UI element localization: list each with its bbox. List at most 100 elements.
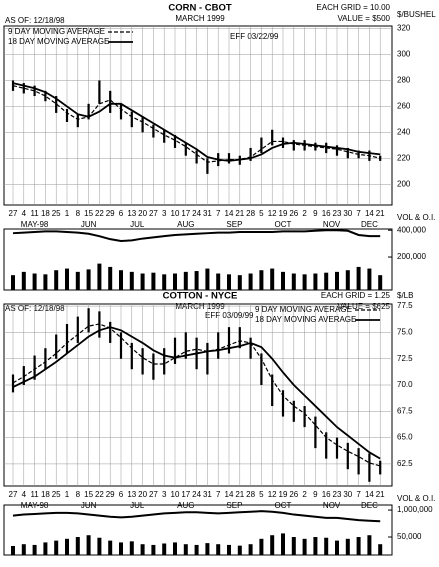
volume-bar [227,274,231,290]
month-label: DEC [361,501,378,510]
effective-date: EFF 03/09/99 [205,311,254,320]
x-tick-label: 6 [119,209,124,218]
x-tick-label: 16 [322,209,331,218]
volume-bar [324,537,329,555]
month-label: OCT [275,501,292,510]
x-tick-label: 27 [9,490,18,499]
grid-note: EACH GRID = 1.25 [321,291,391,300]
x-tick-label: 23 [333,209,342,218]
x-tick-label: 26 [289,490,298,499]
x-tick-label: 14 [225,209,234,218]
x-tick-label: 14 [365,490,374,499]
volume-bar [108,266,113,290]
y-tick-label: 67.5 [397,406,413,415]
x-tick-label: 18 [41,490,50,499]
volume-bar [281,271,285,290]
volume-bar [140,273,145,290]
x-tick-label: 20 [138,490,147,499]
plot-frame [3,25,393,206]
volume-bar [21,271,26,290]
x-tick-label: 9 [313,490,318,499]
month-label: SEP [226,220,242,229]
volume-bar [151,272,156,290]
volume-bar [97,263,102,290]
volume-bar [216,273,221,290]
grid-note: EACH GRID = 10.00 [316,3,390,12]
x-tick-label: 2 [302,209,307,218]
x-tick-label: 14 [365,209,374,218]
volume-bar [313,273,318,290]
x-tick-label: 6 [119,490,124,499]
volume-bar [173,542,177,555]
volume-bar [162,274,167,290]
y-tick-label: 62.5 [397,459,413,468]
legend-label: 18 DAY MOVING AVERAGE [8,37,109,46]
volume-bar [11,546,15,555]
x-tick-label: 27 [149,209,158,218]
volume-bar [324,272,329,290]
x-tick-label: 29 [106,209,115,218]
volume-bar [313,537,318,555]
volume-bar [302,538,307,555]
volume-bar [21,544,26,555]
volume-bar [86,269,91,290]
x-tick-label: 31 [203,490,212,499]
x-tick-label: 20 [138,209,147,218]
x-tick-label: 25 [52,209,61,218]
volume-bar [248,273,253,290]
volume-bar [140,544,145,555]
legend-label: 9 DAY MOVING AVERAGE [8,27,105,36]
moving-average-line [12,326,381,460]
value-note: VALUE = $500 [337,14,390,23]
x-tick-label: 22 [95,209,104,218]
x-tick-label: 24 [192,209,201,218]
x-tick-label: 1 [65,490,70,499]
volume-bar [54,270,59,290]
x-tick-label: 21 [235,209,244,218]
y-tick-label: 260 [397,102,411,111]
x-tick-label: 22 [95,490,104,499]
x-tick-label: 17 [181,209,190,218]
volume-bar [335,271,339,290]
month-label: MAY-98 [21,220,49,229]
x-tick-label: 10 [171,209,180,218]
x-tick-label: 3 [162,490,167,499]
moving-average-line [12,85,381,163]
y-axis-label: $/LB [397,291,413,300]
x-tick-label: 5 [259,209,264,218]
value-note: VALUE = $625 [337,302,390,311]
volume-bar [335,540,339,555]
volume-bar [378,544,383,555]
chart-subtitle: MARCH 1999 [175,302,225,311]
x-tick-label: 7 [356,490,361,499]
volume-bar [205,543,210,555]
x-tick-label: 12 [268,209,277,218]
x-tick-label: 15 [84,490,93,499]
volume-bar [259,270,264,290]
moving-average-line [12,82,381,162]
x-tick-label: 8 [76,490,81,499]
month-label: JUL [130,220,145,229]
y-tick-label: 280 [397,76,411,85]
volume-bar [43,542,48,555]
x-tick-label: 14 [225,490,234,499]
y-tick-label: 75.0 [397,328,413,337]
volume-label: VOL & O.I. [397,494,435,503]
x-tick-label: 12 [268,490,277,499]
x-tick-label: 19 [279,490,288,499]
volume-bar [32,544,37,555]
volume-bar [162,543,167,555]
volume-bar [356,537,361,555]
volume-bar [302,274,307,290]
x-tick-label: 1 [65,209,70,218]
volume-bar [97,537,102,555]
month-label: OCT [275,220,292,229]
volume-bar [281,533,285,555]
legend-label: 9 DAY MOVING AVERAGE [255,305,352,314]
x-tick-label: 4 [22,209,27,218]
y-tick-label: 240 [397,127,411,136]
x-tick-label: 17 [181,490,190,499]
volume-bar [270,535,275,555]
volume-label: VOL & O.I. [397,213,435,222]
volume-bar [11,275,15,290]
